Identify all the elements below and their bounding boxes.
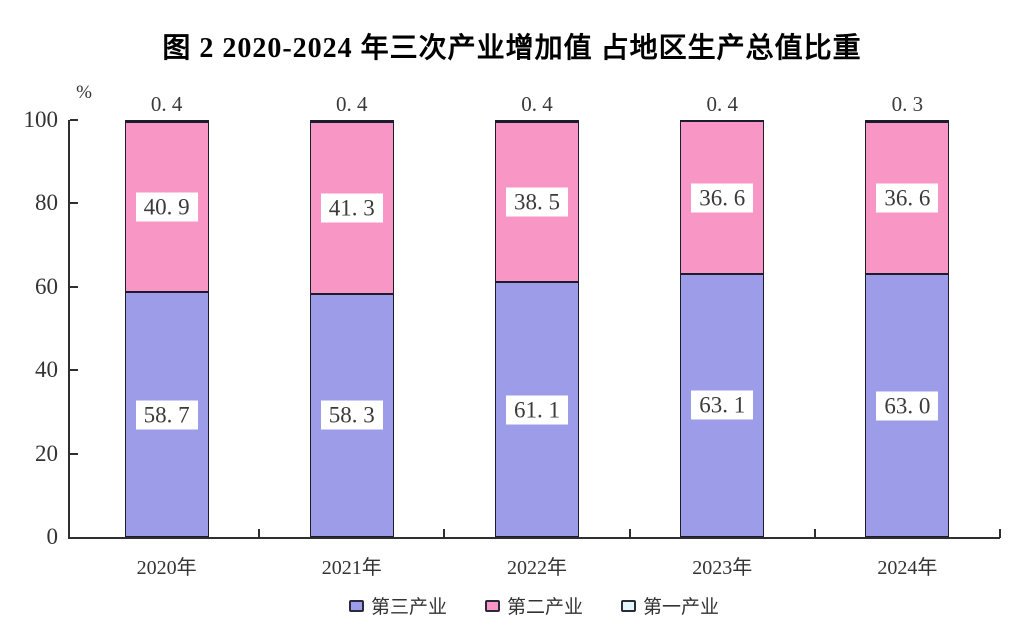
bar-top-value-label: 0. 4 (521, 92, 553, 116)
legend-swatch-icon (348, 599, 364, 612)
bar-segment-第一产业 (124, 120, 209, 122)
legend-item-第三产业: 第三产业 (348, 592, 447, 619)
legend-label: 第三产业 (370, 597, 447, 618)
y-axis-tick (70, 369, 78, 372)
x-axis-tick (999, 529, 1001, 538)
bar-top-value-label: 0. 4 (336, 92, 368, 116)
bar-value-label: 58. 7 (135, 400, 198, 430)
y-axis-line (68, 120, 70, 539)
x-axis-tick (443, 529, 446, 538)
bar-value-label: 63. 1 (691, 390, 754, 420)
x-axis-category-label: 2023年 (692, 557, 753, 579)
x-axis-category-label: 2021年 (321, 557, 382, 579)
bar-top-value-label: 0. 4 (706, 92, 738, 116)
x-axis-tick (628, 529, 631, 538)
legend-label: 第一产业 (643, 597, 720, 618)
bar-value-label: 63. 0 (876, 391, 939, 421)
x-axis-line (68, 537, 1000, 539)
bar-segment-第一产业 (865, 120, 950, 123)
y-axis-tick-label: 100 (23, 107, 59, 132)
bar-value-label: 61. 1 (506, 395, 568, 425)
y-axis-tick (70, 285, 78, 288)
bar-value-label: 58. 3 (320, 400, 383, 430)
x-axis-category-label: 2020年 (136, 557, 197, 579)
x-axis-tick (258, 529, 261, 538)
y-axis-tick-label: 60 (35, 273, 58, 299)
chart-title: 图 2 2020-2024 年三次产业增加值 占地区生产总值比重 (162, 33, 862, 64)
y-axis-tick (70, 119, 78, 121)
x-axis-category-label: 2024年 (877, 557, 938, 579)
y-axis-tick-label: 40 (35, 357, 58, 383)
legend-swatch-icon (484, 599, 500, 612)
y-axis-unit-label: % (76, 82, 92, 103)
bar-value-label: 36. 6 (691, 183, 754, 213)
y-axis-tick (70, 452, 78, 455)
bar-value-label: 41. 3 (320, 193, 383, 223)
x-axis-tick (813, 529, 816, 538)
legend-label: 第二产业 (506, 597, 583, 618)
bar-segment-第一产业 (680, 119, 765, 122)
y-axis-tick-label: 0 (46, 524, 59, 549)
bar-value-label: 38. 5 (506, 187, 568, 217)
y-axis-tick (70, 202, 78, 205)
x-axis-category-label: 2022年 (506, 557, 567, 579)
bar-top-value-label: 0. 3 (891, 92, 924, 116)
legend: 第三产业 第二产业 第一产业 (68, 592, 1000, 619)
bar-segment-第一产业 (309, 120, 394, 122)
y-axis-tick-label: 20 (35, 440, 58, 466)
legend-item-第一产业: 第一产业 (621, 592, 719, 619)
bar-segment-第一产业 (495, 120, 579, 122)
y-axis-tick-label: 80 (35, 190, 58, 216)
bar-value-label: 36. 6 (876, 183, 939, 213)
legend-swatch-icon (621, 599, 636, 612)
bar-top-value-label: 0. 4 (150, 92, 183, 116)
bar-value-label: 40. 9 (135, 192, 198, 222)
legend-item-第二产业: 第二产业 (484, 592, 583, 619)
